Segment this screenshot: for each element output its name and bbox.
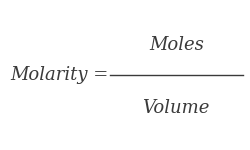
Text: Moles: Moles: [149, 36, 204, 54]
Text: Volume: Volume: [142, 99, 210, 117]
Text: Molarity =: Molarity =: [10, 66, 114, 84]
